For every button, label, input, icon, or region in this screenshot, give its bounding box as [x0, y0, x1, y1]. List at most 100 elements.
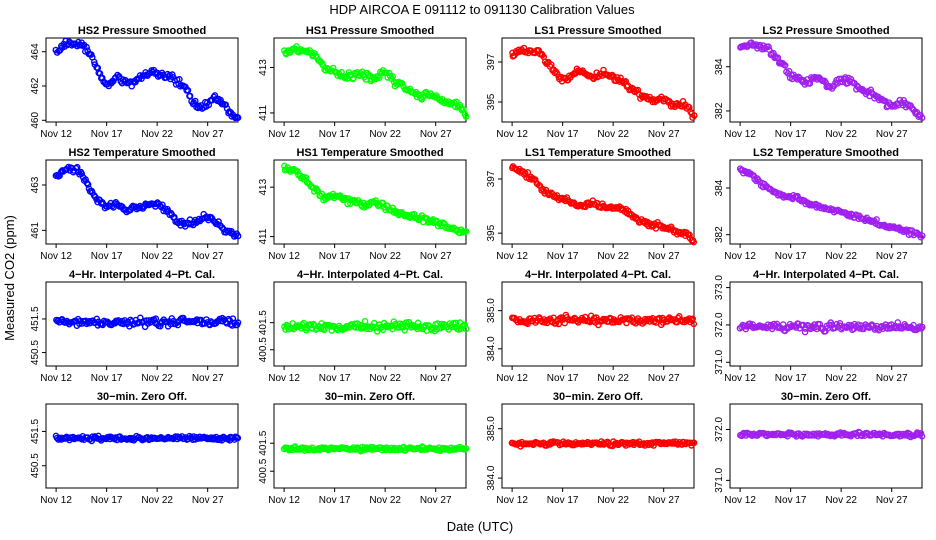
- data-point: [548, 61, 555, 68]
- x-tick-label: Nov 12: [724, 495, 756, 506]
- x-tick-label: Nov 22: [825, 251, 857, 262]
- y-tick-label: 371.0: [714, 467, 725, 492]
- y-tick-label: 384: [714, 58, 725, 75]
- data-point: [376, 74, 383, 81]
- x-tick-label: Nov 17: [319, 373, 351, 384]
- x-tick-label: Nov 12: [40, 129, 72, 140]
- data-point: [797, 76, 805, 84]
- x-tick-label: Nov 12: [268, 495, 300, 506]
- y-tick-label: 395: [486, 93, 497, 110]
- data-point: [184, 87, 192, 94]
- data-points: [281, 317, 470, 335]
- x-tick-label: Nov 27: [876, 495, 908, 506]
- x-tick-label: Nov 17: [319, 495, 351, 506]
- data-point: [84, 181, 92, 188]
- data-point: [524, 169, 532, 176]
- x-tick-label: Nov 27: [192, 373, 224, 384]
- panel-ls1-2: LS1 Temperature Smoothed Nov 12 Nov 17 Nov …: [486, 147, 698, 262]
- x-tick-label: Nov 17: [775, 251, 807, 262]
- x-tick-label: Nov 17: [547, 373, 579, 384]
- y-tick-label: 384: [714, 179, 725, 196]
- y-tick-label: 401.5: [258, 310, 269, 335]
- data-point: [690, 320, 698, 328]
- y-tick-label: 382: [714, 102, 725, 119]
- x-tick-label: Nov 22: [825, 495, 857, 506]
- data-point: [765, 43, 772, 51]
- x-tick-label: Nov 12: [724, 129, 756, 140]
- y-tick-label: 395: [486, 224, 497, 241]
- data-point: [373, 328, 381, 335]
- data-point: [838, 75, 845, 83]
- y-tick-label: 463: [30, 176, 41, 193]
- data-point: [561, 319, 569, 327]
- x-tick-label: Nov 22: [369, 129, 401, 140]
- x-tick-label: Nov 17: [547, 495, 579, 506]
- data-point: [402, 319, 410, 326]
- data-point: [462, 325, 470, 333]
- data-point: [400, 323, 407, 331]
- panel-hs2-1: HS2 Pressure Smoothed Nov 12 Nov 17 Nov 22 N…: [30, 25, 242, 140]
- y-tick-label: 451.5: [30, 306, 41, 331]
- data-points: [508, 311, 698, 329]
- data-point: [918, 114, 926, 122]
- x-tick-label: Nov 22: [597, 129, 629, 140]
- data-point: [779, 321, 787, 328]
- data-point: [919, 323, 926, 331]
- y-tick-label: 411: [258, 105, 269, 121]
- data-point: [783, 68, 790, 76]
- panel-ls2-2: LS2 Temperature Smoothed Nov 12 Nov 17 Nov …: [714, 147, 926, 262]
- x-tick-label: Nov 17: [91, 373, 123, 384]
- x-tick-label: Nov 12: [496, 373, 528, 384]
- x-tick-label: Nov 27: [420, 129, 452, 140]
- data-points: [52, 37, 242, 122]
- panel-title: LS2 Temperature Smoothed: [753, 147, 899, 159]
- data-point: [608, 71, 616, 79]
- x-tick-label: Nov 27: [648, 373, 680, 384]
- data-point: [842, 74, 849, 81]
- panel-title: 4−Hr. Interpolated 4−Pt. Cal.: [525, 269, 671, 281]
- data-point: [174, 321, 182, 329]
- panel-ls1-1: LS1 Pressure Smoothed Nov 12 Nov 17 Nov 22 N…: [486, 25, 698, 140]
- x-tick-label: Nov 22: [141, 251, 173, 262]
- x-tick-label: Nov 27: [192, 495, 224, 506]
- x-tick-label: Nov 12: [268, 251, 300, 262]
- x-tick-label: Nov 22: [369, 495, 401, 506]
- y-tick-label: 385.0: [486, 416, 497, 441]
- data-point: [836, 319, 844, 327]
- y-tick-label: 451.5: [30, 418, 41, 443]
- panel-hs2-3: 4−Hr. Interpolated 4−Pt. Cal. Nov 12 Nov 1…: [30, 269, 242, 384]
- x-tick-label: Nov 22: [141, 495, 173, 506]
- data-point: [152, 315, 160, 323]
- panel-ls2-3: 4−Hr. Interpolated 4−Pt. Cal. Nov 12 Nov 1…: [714, 269, 926, 384]
- x-tick-label: Nov 17: [319, 129, 351, 140]
- data-point: [222, 101, 229, 108]
- x-tick-label: Nov 27: [192, 129, 224, 140]
- panel-ls1-4: 30−min. Zero Off. Nov 12 Nov 17 Nov 22 Nov 2…: [486, 391, 698, 506]
- panel-title: 4−Hr. Interpolated 4−Pt. Cal.: [297, 269, 443, 281]
- panel-hs1-4: 30−min. Zero Off. Nov 12 Nov 17 Nov 22 Nov 2…: [258, 391, 470, 506]
- panel-hs1-1: HS1 Pressure Smoothed Nov 12 Nov 17 Nov 22 N…: [258, 25, 470, 140]
- plot-frame: [45, 403, 239, 489]
- y-tick-label: 462: [30, 77, 41, 94]
- data-point: [882, 97, 889, 105]
- data-point: [462, 113, 470, 120]
- x-tick-label: Nov 12: [724, 251, 756, 262]
- data-point: [801, 328, 809, 336]
- data-point: [136, 72, 144, 79]
- data-point: [528, 176, 535, 183]
- y-tick-label: 411: [258, 228, 269, 244]
- x-tick-label: Nov 17: [775, 129, 807, 140]
- y-tick-label: 400.5: [258, 337, 269, 362]
- x-tick-label: Nov 27: [876, 373, 908, 384]
- data-points: [52, 163, 242, 240]
- panel-ls2-1: LS2 Pressure Smoothed Nov 12 Nov 17 Nov 22 N…: [714, 25, 926, 140]
- data-point: [562, 197, 569, 205]
- y-tick-label: 372.0: [714, 417, 725, 442]
- panel-title: HS1 Pressure Smoothed: [306, 25, 434, 37]
- y-tick-label: 372.0: [714, 312, 725, 337]
- x-tick-label: Nov 22: [597, 495, 629, 506]
- panel-title: 4−Hr. Interpolated 4−Pt. Cal.: [69, 269, 215, 281]
- data-point: [919, 232, 926, 240]
- x-axis-label: Date (UTC): [447, 519, 513, 534]
- panel-hs2-4: 30−min. Zero Off. Nov 12 Nov 17 Nov 22 Nov 2…: [30, 391, 242, 506]
